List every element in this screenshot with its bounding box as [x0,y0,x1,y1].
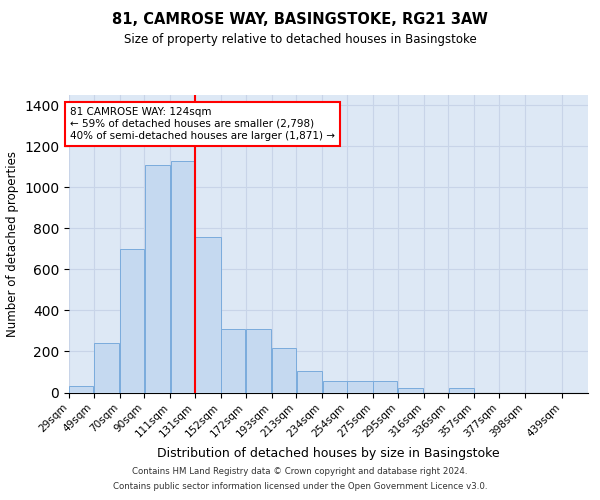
X-axis label: Distribution of detached houses by size in Basingstoke: Distribution of detached houses by size … [157,448,500,460]
Bar [246,329,271,392]
Bar [373,381,397,392]
Bar [347,381,373,392]
Text: Contains public sector information licensed under the Open Government Licence v3: Contains public sector information licen… [113,482,487,491]
Bar [196,236,221,392]
Bar [272,348,296,393]
Bar [398,388,423,392]
Bar [170,160,194,392]
Bar [323,381,347,392]
Bar [94,344,119,392]
Bar [145,165,170,392]
Bar [221,329,245,392]
Text: Contains HM Land Registry data © Crown copyright and database right 2024.: Contains HM Land Registry data © Crown c… [132,467,468,476]
Text: Size of property relative to detached houses in Basingstoke: Size of property relative to detached ho… [124,32,476,46]
Bar [120,249,144,392]
Bar [297,371,322,392]
Text: 81 CAMROSE WAY: 124sqm
← 59% of detached houses are smaller (2,798)
40% of semi-: 81 CAMROSE WAY: 124sqm ← 59% of detached… [70,108,335,140]
Y-axis label: Number of detached properties: Number of detached properties [5,151,19,337]
Bar [449,388,474,392]
Text: 81, CAMROSE WAY, BASINGSTOKE, RG21 3AW: 81, CAMROSE WAY, BASINGSTOKE, RG21 3AW [112,12,488,28]
Bar [70,386,94,392]
